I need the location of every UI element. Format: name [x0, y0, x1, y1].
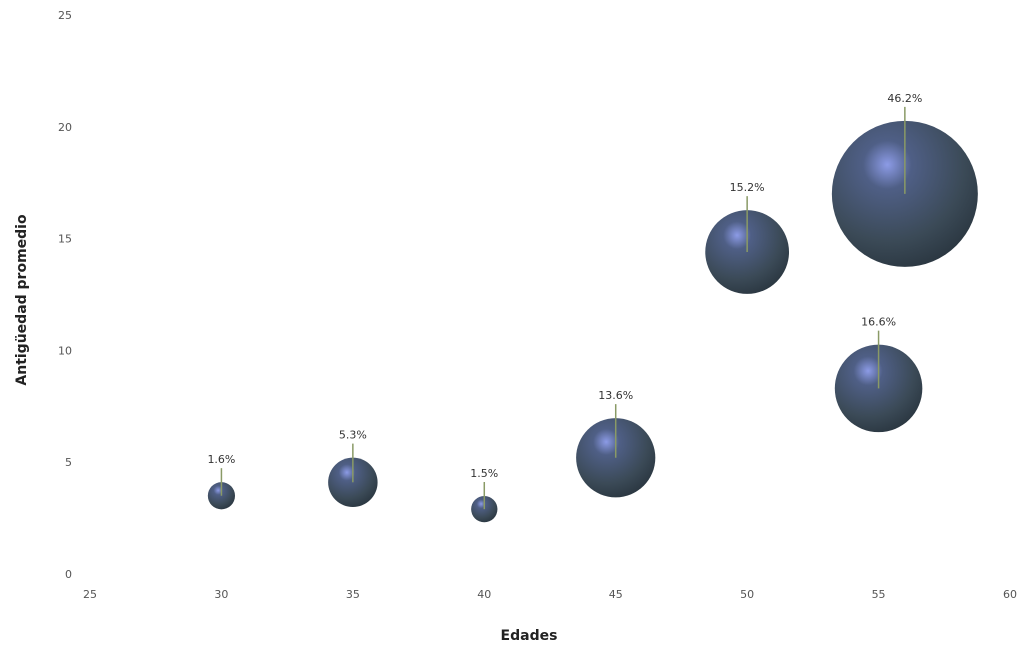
- bubble-point: 46.2%: [831, 92, 978, 267]
- x-tick-label: 35: [346, 588, 360, 601]
- bubble: [328, 457, 378, 508]
- bubble-point: 16.6%: [834, 316, 923, 433]
- y-axis-ticks: 0 5 10 15 20 25: [58, 9, 72, 581]
- x-tick-label: 60: [1003, 588, 1017, 601]
- bubble-point: 5.3%: [328, 429, 378, 508]
- bubble-data-label: 16.6%: [861, 316, 896, 329]
- x-tick-label: 30: [214, 588, 228, 601]
- x-tick-label: 50: [740, 588, 754, 601]
- x-axis-title: Edades: [501, 628, 558, 644]
- x-tick-label: 55: [872, 588, 886, 601]
- x-tick-label: 25: [83, 588, 97, 601]
- y-tick-label: 20: [58, 121, 72, 134]
- bubble-point: 15.2%: [705, 181, 790, 294]
- y-tick-label: 5: [65, 456, 72, 469]
- bubble-data-label: 46.2%: [887, 92, 922, 105]
- bubble: [576, 418, 656, 498]
- bubble-data-label: 1.6%: [207, 453, 235, 466]
- y-tick-label: 0: [65, 568, 72, 581]
- bubble-series: 1.6% 5.3% 1.5% 13.6% 15.2% 16.6% 46.2%: [207, 92, 978, 523]
- bubble-data-label: 15.2%: [730, 181, 765, 194]
- bubble-point: 1.6%: [207, 453, 235, 510]
- x-tick-label: 45: [609, 588, 623, 601]
- bubble-point: 13.6%: [576, 389, 656, 498]
- y-tick-label: 25: [58, 9, 72, 22]
- y-tick-label: 15: [58, 233, 72, 246]
- bubble-point: 1.5%: [470, 467, 498, 523]
- bubble-data-label: 1.5%: [470, 467, 498, 480]
- y-axis-title: Antigüedad promedio: [14, 214, 30, 386]
- bubble-data-label: 5.3%: [339, 429, 367, 442]
- x-tick-label: 40: [477, 588, 491, 601]
- y-tick-label: 10: [58, 344, 72, 357]
- x-axis-ticks: 25 30 35 40 45 50 55 60: [83, 588, 1017, 601]
- bubble-data-label: 13.6%: [598, 389, 633, 402]
